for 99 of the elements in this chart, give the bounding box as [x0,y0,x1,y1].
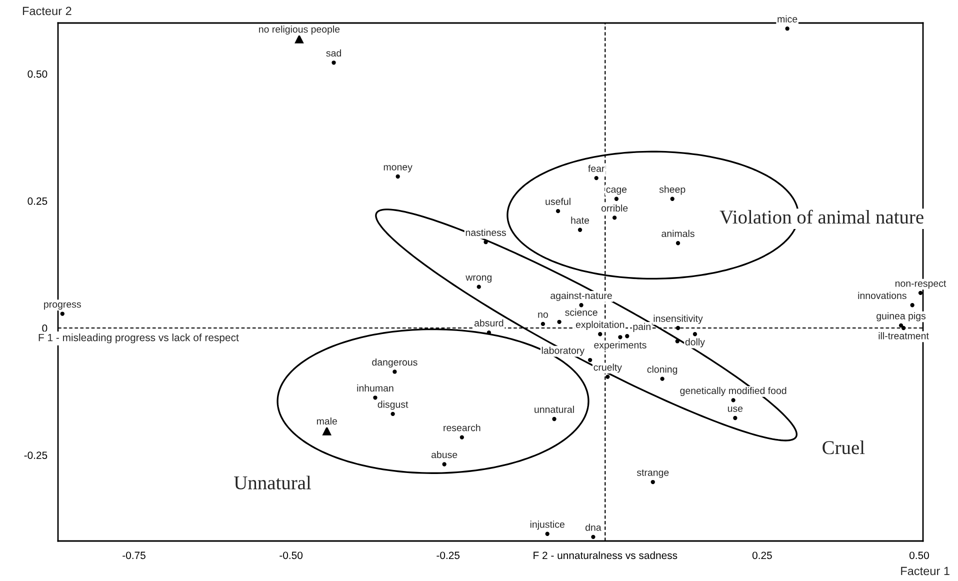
point [332,60,336,65]
data-label: dolly [685,338,705,348]
point [552,416,556,422]
data-label: insensitivity [654,314,703,324]
annotation: Violation of animal nature [720,210,924,224]
data-label: progress [44,302,81,310]
point [392,370,397,374]
point [557,320,562,324]
point [476,284,481,289]
data-label: exploitation [576,320,624,330]
data-label: abuse [432,451,458,458]
data-label: disgust [378,400,408,410]
point [901,326,906,330]
point [614,196,619,201]
data-label: dna [586,524,602,531]
point [591,534,596,540]
x-tick-label: 0.50 [910,552,929,560]
point [660,376,664,381]
point [460,435,464,440]
data-label: against-nature [550,292,612,301]
data-label: guinea pigs [876,312,926,322]
data-label: no religious people [259,26,340,35]
y-tick-label: 0 [42,324,48,332]
point [650,480,655,484]
data-label: useful [546,198,570,205]
point [486,330,492,335]
data-label: fear [588,164,605,172]
data-label: animals [662,230,694,238]
data-label: no [538,312,548,318]
data-label: wrong [466,275,492,283]
point [60,312,64,316]
y-tick-label: -0.25 [24,452,48,459]
point [618,335,622,340]
point [442,462,446,466]
data-label: innovations [858,292,906,300]
data-label: nastiness [466,228,506,236]
data-label: absurd [474,319,504,326]
data-label: dangerous [372,358,418,368]
point [670,196,674,201]
annotation: Unnatural [234,476,312,490]
y-axis-title: Facteur 2 [22,6,72,16]
data-label: research [444,424,480,432]
point [676,241,680,246]
annotation: Cruel [822,440,865,454]
x-tick-label: F 2 - unnaturalness vs sadness [534,551,678,560]
point [484,240,488,244]
x-tick-label: 0.25 [752,552,772,560]
x-tick-label: -0.25 [436,552,460,560]
data-label: cage [606,187,627,195]
data-label: orrible [601,204,628,212]
data-label: strange [636,470,669,478]
point [676,326,680,330]
point [625,334,630,338]
data-label: unnatural [534,406,574,413]
point [910,303,914,308]
point [785,26,790,31]
point [598,332,602,336]
point [606,374,610,379]
data-label: science [565,308,598,316]
point [545,532,550,536]
point [556,209,560,214]
point [396,174,400,179]
data-label: sad [326,49,341,57]
data-label: male [316,417,337,425]
data-label: ill-treatment [878,332,929,340]
point [692,332,698,336]
data-label: pain [633,322,650,332]
data-label: inhuman [357,384,394,392]
point [588,358,592,362]
y-tick-label: 0.25 [28,197,48,205]
point [579,303,584,308]
y-tick-label: 0.50 [28,70,48,78]
data-label: sheep [659,186,686,195]
point [594,176,598,180]
point [390,412,395,416]
point [578,228,582,232]
data-label: use [728,406,743,412]
point [675,339,680,344]
data-label: laboratory [542,346,584,356]
data-label: mice [778,15,798,23]
data-label: non-respect [895,280,946,289]
x-tick-label: -0.75 [122,552,146,560]
data-label: genetically modified food [680,386,786,396]
x-axis-title: Facteur 1 [901,566,950,576]
data-label: hate [571,216,590,224]
point [612,216,617,220]
data-label: money [384,165,412,172]
point [322,426,332,436]
point [733,416,738,420]
point [731,398,736,402]
point [373,396,378,400]
point [540,322,546,326]
ref-line-label: F 1 - misleading progress vs lack of respect [38,334,239,344]
data-label: cruelty [594,364,622,373]
x-tick-label: -0.50 [280,552,303,560]
data-label: cloning [647,366,678,375]
data-label: experiments [594,341,646,350]
data-label: injustice [530,520,564,530]
point [918,290,923,296]
